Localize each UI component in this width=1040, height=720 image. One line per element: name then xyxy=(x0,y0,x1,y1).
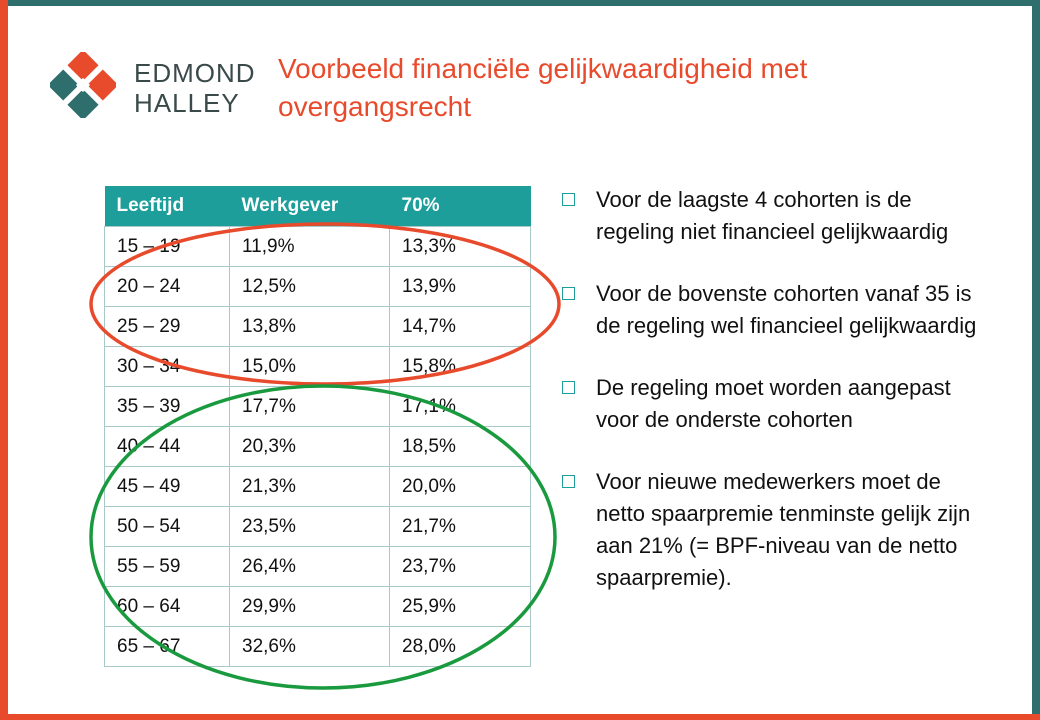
cohort-table: Leeftijd Werkgever 70% 15 – 19 11,9% 13,… xyxy=(104,186,531,667)
bullet-item: De regeling moet worden aangepast voor d… xyxy=(560,372,980,436)
square-bullet-icon xyxy=(562,193,575,206)
frame-right-border xyxy=(1032,0,1040,720)
cell-age: 35 – 39 xyxy=(104,386,230,427)
cell-werkgever: 13,8% xyxy=(229,306,390,347)
cell-werkgever: 21,3% xyxy=(229,466,390,507)
cell-70: 15,8% xyxy=(389,346,531,387)
edmond-halley-logo-icon xyxy=(50,52,116,118)
cell-70: 25,9% xyxy=(389,586,531,627)
table-row: 20 – 24 12,5% 13,9% xyxy=(104,266,531,307)
cell-age: 25 – 29 xyxy=(104,306,230,347)
header-werkgever: Werkgever xyxy=(229,186,390,227)
cell-70: 17,1% xyxy=(389,386,531,427)
cell-werkgever: 11,9% xyxy=(229,226,390,267)
table-row: 50 – 54 23,5% 21,7% xyxy=(104,506,531,547)
cell-werkgever: 23,5% xyxy=(229,506,390,547)
cell-70: 13,9% xyxy=(389,266,531,307)
page-title: Voorbeeld financiële gelijkwaardigheid m… xyxy=(278,53,808,122)
cell-age: 20 – 24 xyxy=(104,266,230,307)
bullet-item: Voor nieuwe medewerkers moet de netto sp… xyxy=(560,466,980,594)
frame-bottom-border xyxy=(0,714,1040,720)
table-header-row: Leeftijd Werkgever 70% xyxy=(104,186,531,227)
cell-70: 13,3% xyxy=(389,226,531,267)
brand-name: EDMOND HALLEY xyxy=(134,58,256,118)
cell-age: 50 – 54 xyxy=(104,506,230,547)
cell-70: 18,5% xyxy=(389,426,531,467)
cell-werkgever: 32,6% xyxy=(229,626,390,667)
table-row: 30 – 34 15,0% 15,8% xyxy=(104,346,531,387)
bullet-text: Voor de laagste 4 cohorten is de regelin… xyxy=(596,187,949,244)
brand-line-1: EDMOND xyxy=(134,58,256,88)
table-row: 35 – 39 17,7% 17,1% xyxy=(104,386,531,427)
bullet-item: Voor de laagste 4 cohorten is de regelin… xyxy=(560,184,980,248)
bullet-list: Voor de laagste 4 cohorten is de regelin… xyxy=(560,184,980,624)
header-70-percent: 70% xyxy=(389,186,531,227)
cell-70: 23,7% xyxy=(389,546,531,587)
cell-age: 55 – 59 xyxy=(104,546,230,587)
cell-age: 65 – 67 xyxy=(104,626,230,667)
cell-70: 21,7% xyxy=(389,506,531,547)
bullet-text: De regeling moet worden aangepast voor d… xyxy=(596,375,951,432)
square-bullet-icon xyxy=(562,287,575,300)
frame-left-border xyxy=(0,0,8,720)
cell-werkgever: 26,4% xyxy=(229,546,390,587)
cell-age: 30 – 34 xyxy=(104,346,230,387)
cell-werkgever: 15,0% xyxy=(229,346,390,387)
table-row: 40 – 44 20,3% 18,5% xyxy=(104,426,531,467)
cell-werkgever: 29,9% xyxy=(229,586,390,627)
cell-werkgever: 12,5% xyxy=(229,266,390,307)
square-bullet-icon xyxy=(562,381,575,394)
table-row: 60 – 64 29,9% 25,9% xyxy=(104,586,531,627)
cell-70: 28,0% xyxy=(389,626,531,667)
frame-top-border xyxy=(0,0,1040,6)
cell-werkgever: 20,3% xyxy=(229,426,390,467)
table-row: 25 – 29 13,8% 14,7% xyxy=(104,306,531,347)
square-bullet-icon xyxy=(562,475,575,488)
bullet-item: Voor de bovenste cohorten vanaf 35 is de… xyxy=(560,278,980,342)
bullet-text: Voor de bovenste cohorten vanaf 35 is de… xyxy=(596,281,977,338)
cell-70: 14,7% xyxy=(389,306,531,347)
cell-70: 20,0% xyxy=(389,466,531,507)
bullet-text: Voor nieuwe medewerkers moet de netto sp… xyxy=(596,469,971,590)
table-row: 55 – 59 26,4% 23,7% xyxy=(104,546,531,587)
cell-age: 60 – 64 xyxy=(104,586,230,627)
table-row: 45 – 49 21,3% 20,0% xyxy=(104,466,531,507)
header-leeftijd: Leeftijd xyxy=(104,186,230,227)
cell-werkgever: 17,7% xyxy=(229,386,390,427)
cell-age: 40 – 44 xyxy=(104,426,230,467)
cell-age: 45 – 49 xyxy=(104,466,230,507)
table-row: 65 – 67 32,6% 28,0% xyxy=(104,626,531,667)
table-row: 15 – 19 11,9% 13,3% xyxy=(104,226,531,267)
brand-line-2: HALLEY xyxy=(134,88,240,118)
cell-age: 15 – 19 xyxy=(104,226,230,267)
